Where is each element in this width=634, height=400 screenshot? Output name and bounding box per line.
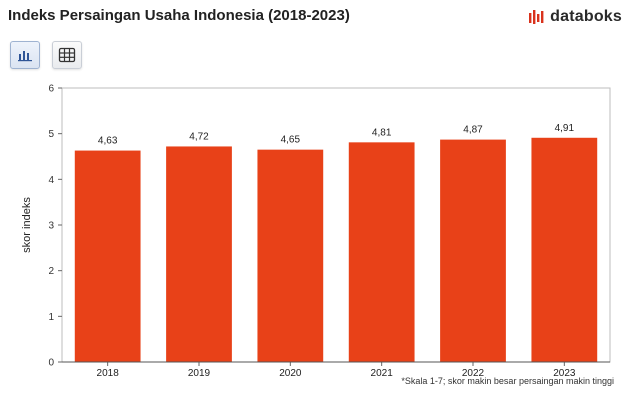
chart-view-button[interactable] [10,41,40,69]
bar [531,137,598,362]
x-tick-label: 2020 [279,368,302,379]
chart-title: Indeks Persaingan Usaha Indonesia (2018-… [8,7,350,24]
y-tick-label: 4 [48,175,54,186]
data-label: 4,87 [463,125,483,136]
bar [348,142,415,362]
databoks-logo: databoks [528,6,622,28]
table-grid-icon [58,47,76,63]
data-label: 4,81 [372,127,392,138]
databoks-logo-icon [529,10,544,24]
y-tick-label: 6 [48,84,54,95]
y-tick-label: 3 [48,221,54,232]
bar [166,146,232,362]
data-label: 4,65 [281,135,301,146]
x-tick-label: 2018 [97,368,120,379]
x-tick-label: 2023 [553,368,576,379]
bar [74,150,141,362]
data-label: 4,72 [189,131,209,142]
plot-frame [61,87,611,363]
data-label: 4,91 [555,123,575,134]
y-tick-label: 5 [48,129,54,140]
bar [257,149,324,362]
brand-name: databoks [550,8,622,25]
data-label: 4,63 [98,136,118,147]
bar [440,139,506,362]
y-tick-label: 0 [48,358,54,369]
bar-chart-icon [18,51,32,62]
x-tick-label: 2021 [371,368,394,379]
x-tick-label: 2019 [188,368,211,379]
table-view-button[interactable] [52,41,82,69]
x-tick-label: 2022 [462,368,485,379]
y-tick-label: 2 [48,266,54,277]
y-tick-label: 1 [48,312,54,323]
footnote: *Skala 1-7; skor makin besar persaingan … [401,376,614,386]
